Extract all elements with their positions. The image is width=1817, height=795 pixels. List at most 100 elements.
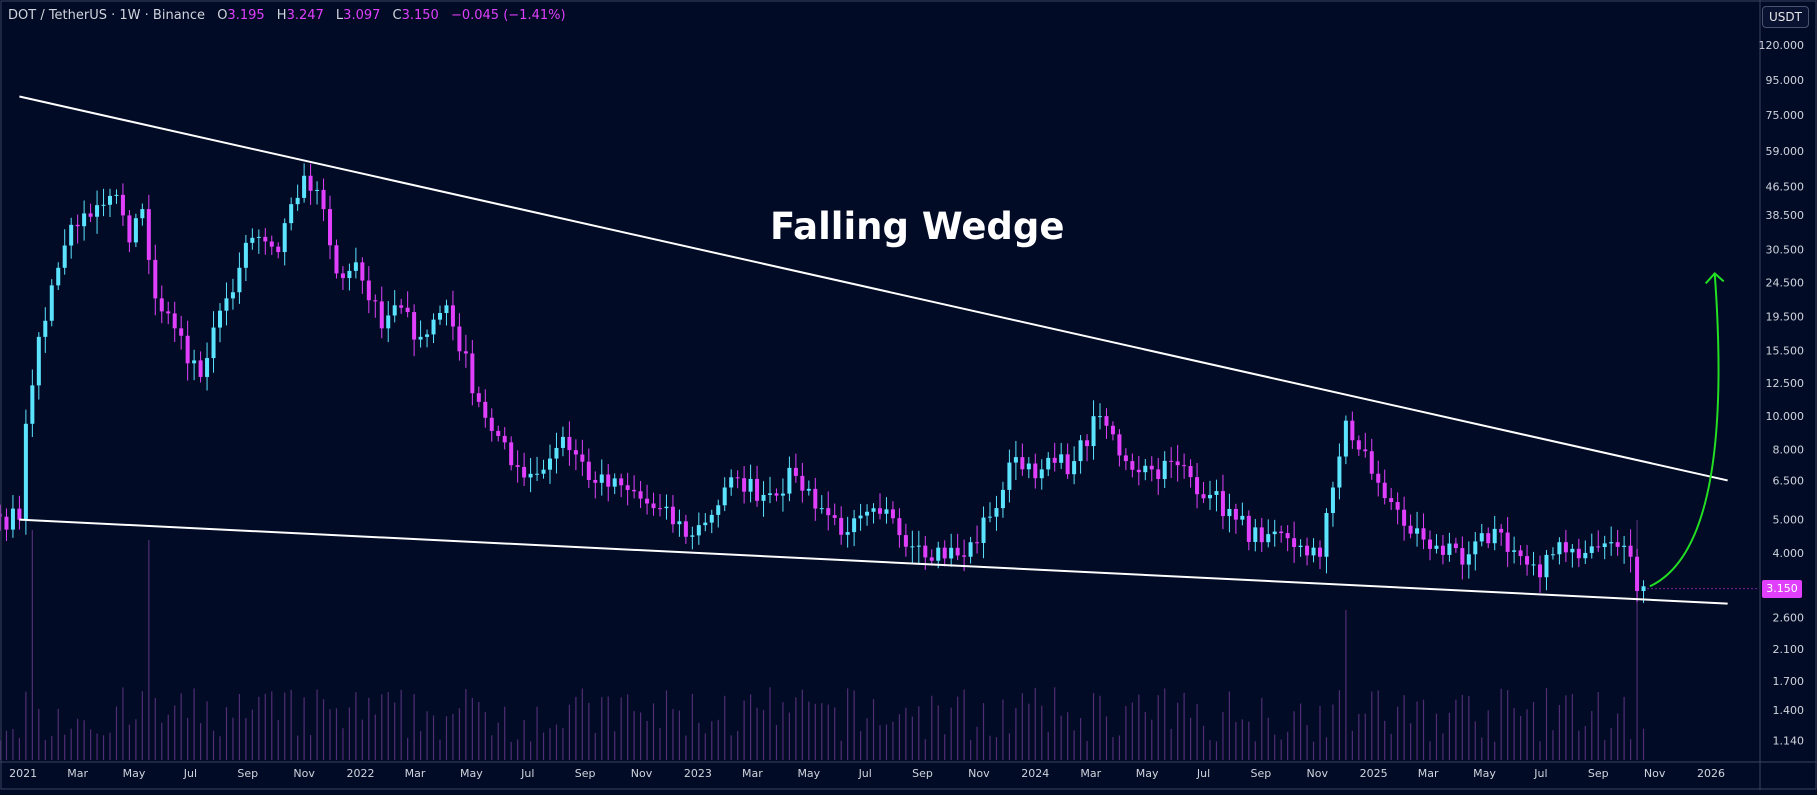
volume-bar <box>756 707 758 760</box>
volume-bar <box>905 707 907 760</box>
volume-bar <box>70 728 72 760</box>
candle <box>269 235 274 256</box>
volume-bar <box>950 707 952 760</box>
candle-body <box>865 511 870 516</box>
volume-bar <box>743 700 745 760</box>
volume-bar <box>219 736 221 760</box>
volume-bar <box>1545 688 1548 760</box>
volume-bar <box>1422 699 1425 760</box>
volume-bar <box>892 721 894 760</box>
candle <box>800 462 805 503</box>
candle-body <box>573 450 578 455</box>
candle <box>192 349 197 381</box>
candle <box>509 436 514 471</box>
candle-body <box>755 478 760 501</box>
open-label: O <box>217 8 228 23</box>
volume-bar <box>730 735 732 760</box>
volume-bar <box>1118 735 1121 760</box>
volume-bar <box>484 712 486 760</box>
candle <box>625 472 630 506</box>
candle <box>1350 411 1355 449</box>
currency-unit-button[interactable]: USDT <box>1762 6 1809 28</box>
volume-bar <box>808 701 810 760</box>
candle <box>1382 469 1387 505</box>
x-tick-label: Nov <box>631 767 653 780</box>
volume-bar <box>523 719 525 760</box>
candle <box>1317 540 1323 570</box>
candle-body <box>1395 502 1400 510</box>
volume-bar <box>529 741 532 760</box>
candle-body <box>748 478 753 492</box>
candle-body <box>1020 457 1025 470</box>
y-tick-label: 24.500 <box>1766 276 1805 289</box>
volume-bar <box>329 709 331 760</box>
candle <box>645 484 650 515</box>
candle <box>1285 525 1290 552</box>
candle-body <box>651 503 656 509</box>
candle <box>211 311 216 373</box>
candle-body <box>347 270 352 279</box>
candle <box>1266 519 1271 548</box>
volume-bar <box>1455 699 1457 760</box>
candle <box>386 301 391 343</box>
candle-body <box>1026 463 1031 470</box>
volume-bar <box>659 727 661 760</box>
candle-body <box>321 189 326 210</box>
y-tick-label: 95.000 <box>1766 74 1805 87</box>
volume-bar <box>1047 731 1049 760</box>
candle-body <box>690 535 695 537</box>
volume-bar <box>1319 705 1321 760</box>
candle-body <box>1363 449 1368 452</box>
candle-body <box>1330 487 1335 513</box>
candle-body <box>386 315 391 329</box>
candle-layer <box>0 163 1646 603</box>
candle <box>295 184 300 211</box>
candle <box>1169 447 1174 478</box>
volume-bar <box>206 701 208 760</box>
candle-body <box>567 436 572 451</box>
candle-body <box>729 477 734 488</box>
candle-body <box>1628 545 1633 557</box>
candle-body <box>1609 542 1614 544</box>
candle-body <box>463 351 468 354</box>
candle <box>1110 421 1115 441</box>
candle-body <box>1499 528 1504 533</box>
candle-body <box>696 525 701 536</box>
candle-body <box>1085 440 1090 447</box>
candle <box>1363 432 1368 458</box>
candle-body <box>541 469 546 474</box>
candle-body <box>819 508 824 510</box>
volume-bar <box>1416 701 1418 760</box>
candle-body <box>1557 542 1562 555</box>
candle-body <box>949 547 954 559</box>
candle <box>1402 496 1407 541</box>
candle-body <box>800 475 805 491</box>
volume-bar <box>872 699 875 760</box>
volume-bar <box>555 724 558 760</box>
volume-bar <box>1604 740 1606 760</box>
volume-bar <box>698 722 700 760</box>
x-tick-label: 2024 <box>1021 767 1049 780</box>
candle-body <box>1123 455 1128 462</box>
candle-body <box>929 557 934 561</box>
candle-body <box>10 508 15 530</box>
candle-body <box>1473 541 1478 555</box>
candle-body <box>431 319 436 335</box>
candle <box>1123 448 1128 471</box>
candle-body <box>1298 545 1303 548</box>
candle <box>975 525 980 554</box>
candle-body <box>23 423 28 520</box>
candle <box>101 188 106 217</box>
volume-bar <box>387 692 389 760</box>
symbol-label[interactable]: DOT / TetherUS · 1W · Binance <box>8 8 206 23</box>
candle <box>1104 408 1109 439</box>
y-tick-label: 120.000 <box>1759 39 1805 52</box>
candle <box>17 495 22 530</box>
candle <box>10 495 15 538</box>
volume-bar <box>167 714 169 760</box>
volume-bar <box>258 696 260 760</box>
volume-bar <box>115 706 118 760</box>
candle <box>722 477 727 512</box>
volume-bar <box>102 735 105 760</box>
